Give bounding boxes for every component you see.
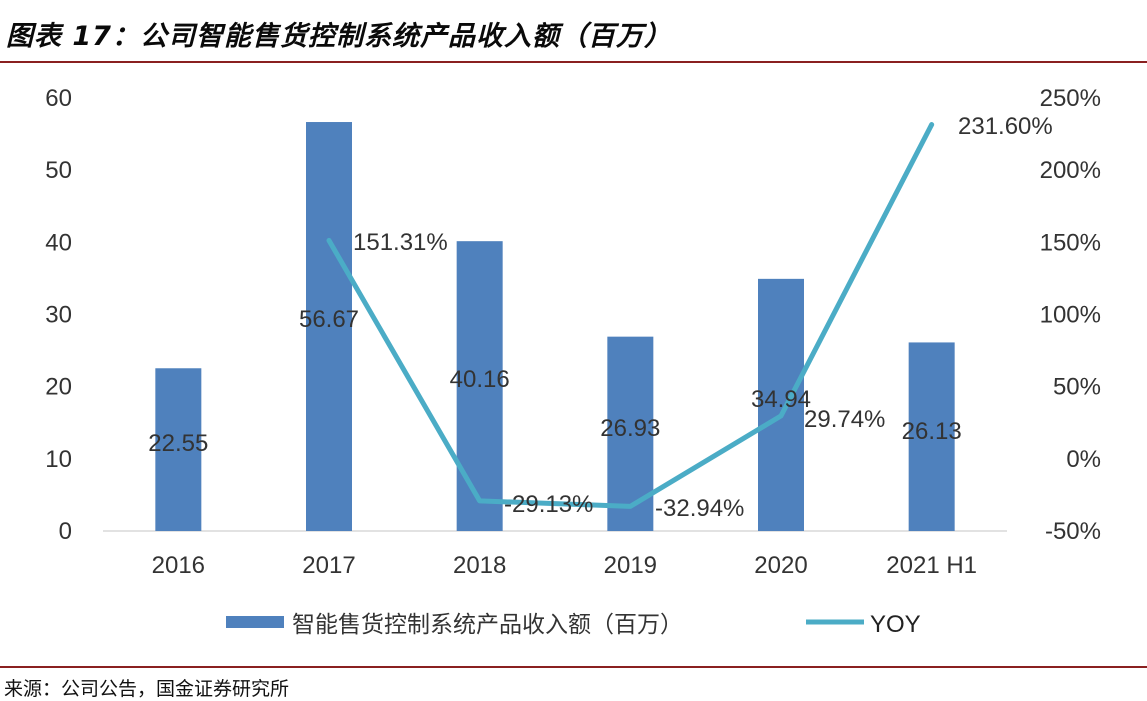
right-axis-tick-label: 50% <box>1053 374 1101 401</box>
data-labels-layer: 22.55 56.67 40.16 26.93 34.94 26.13 151.31% -29… <box>148 113 1052 522</box>
bars-layer <box>155 122 955 532</box>
bar-2016 <box>155 368 202 531</box>
yoy-value-label: -29.13% <box>504 491 593 518</box>
right-axis-ticks: -50% 0% 50% 100% 150% 200% 250% <box>1040 85 1101 545</box>
left-axis-tick-label: 50 <box>45 157 72 184</box>
bar-value-label: 22.55 <box>148 430 208 457</box>
right-axis-tick-label: 0% <box>1066 446 1101 473</box>
x-axis-tick-label: 2016 <box>152 552 205 579</box>
line-layer <box>326 122 935 509</box>
x-axis-tick-label: 2021 H1 <box>886 552 977 579</box>
bar-2020 <box>758 278 804 531</box>
bar-value-label: 26.93 <box>600 415 660 442</box>
yoy-value-label: 231.60% <box>958 113 1053 140</box>
x-axis-tick-label: 2018 <box>453 552 506 579</box>
bar-2021-h1 <box>908 342 955 531</box>
x-axis-tick-label: 2020 <box>754 552 807 579</box>
left-axis-ticks: 0 10 20 30 40 50 60 <box>45 85 72 545</box>
yoy-value-label: -32.94% <box>655 495 744 522</box>
x-axis-ticks: 2016 2017 2018 2019 2020 2021 H1 <box>152 552 977 579</box>
x-axis-tick-label: 2017 <box>302 552 355 579</box>
bar-value-label: 26.13 <box>902 418 962 445</box>
x-axis-tick-label: 2019 <box>604 552 657 579</box>
footer-divider <box>0 666 1147 668</box>
right-axis-tick-label: -50% <box>1045 518 1101 545</box>
bar-2018 <box>456 241 503 532</box>
bar-value-label: 40.16 <box>450 366 510 393</box>
bar-2017 <box>306 122 352 532</box>
left-axis-tick-label: 40 <box>45 229 72 256</box>
yoy-value-label: 151.31% <box>353 229 448 256</box>
legend-bar-swatch <box>226 616 284 628</box>
yoy-line <box>326 122 935 509</box>
right-axis-tick-label: 250% <box>1040 85 1101 112</box>
left-axis-tick-label: 20 <box>45 374 72 401</box>
left-axis-tick-label: 0 <box>59 518 72 545</box>
left-axis-tick-label: 60 <box>45 85 72 112</box>
left-axis-tick-label: 10 <box>45 446 72 473</box>
title-divider <box>0 61 1147 63</box>
chart-title: 图表 17：公司智能售货控制系统产品收入额（百万） <box>6 21 672 52</box>
legend: 智能售货控制系统产品收入额（百万） YOY <box>226 611 921 638</box>
bar-value-label: 56.67 <box>299 306 359 333</box>
right-axis-tick-label: 150% <box>1040 229 1101 256</box>
left-axis-tick-label: 30 <box>45 302 72 329</box>
yoy-value-label: 29.74% <box>804 406 885 433</box>
legend-line-label: YOY <box>870 611 921 638</box>
bar-value-label: 34.94 <box>751 386 811 413</box>
legend-bar-label: 智能售货控制系统产品收入额（百万） <box>292 612 683 638</box>
right-axis-tick-label: 100% <box>1040 302 1101 329</box>
right-axis-tick-label: 200% <box>1040 157 1101 184</box>
source-note: 来源：公司公告，国金证券研究所 <box>4 678 290 700</box>
